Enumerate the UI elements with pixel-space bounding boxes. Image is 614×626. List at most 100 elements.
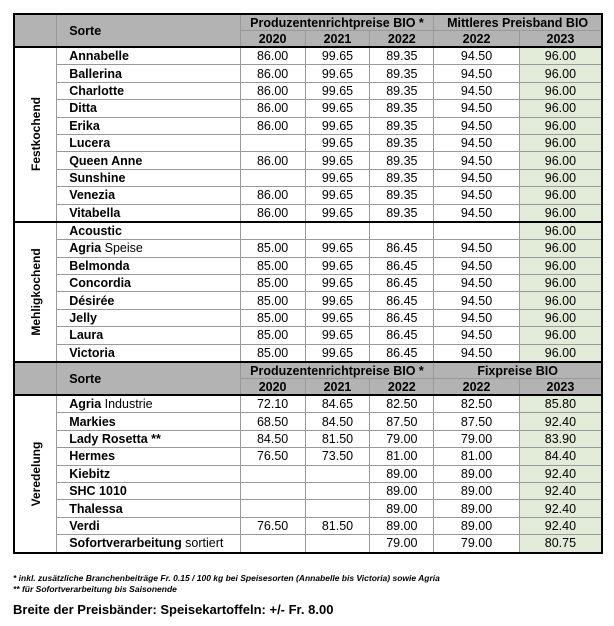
price-table: Sorte Produzentenrichtpreise BIO * Mittl… <box>13 13 604 554</box>
price-cell: 82.50 <box>433 394 520 414</box>
variety-name-bold: Sofortverarbeitung <box>69 536 182 551</box>
header-year: 2022 <box>369 30 435 48</box>
variety-suffix: Industrie <box>101 397 153 412</box>
price-cell: 94.50 <box>433 343 520 363</box>
table-row: Mehligkochend Acoustic 96.00 <box>13 220 603 363</box>
price-cell: 85.00 <box>239 326 306 345</box>
price-cell: 89.00 <box>433 481 520 501</box>
footnote-2: ** für Sofortverarbeitung bis Saisonende <box>13 584 177 594</box>
price-cell: 96.00 <box>518 116 603 135</box>
price-cell: 96.00 <box>518 46 603 66</box>
header-year: 2021 <box>304 378 371 397</box>
table-row: Hermes 76.50 73.50 81.00 81.00 84.40 <box>14 447 603 466</box>
variety-name-bold: Acoustic <box>69 224 122 239</box>
price-cell: 96.00 <box>518 343 603 363</box>
price-cell: 89.00 <box>433 464 520 483</box>
variety-name-bold: Venezia <box>69 188 116 203</box>
variety-name-bold: Concordia <box>69 276 131 291</box>
variety-name-bold: Erika <box>69 118 100 133</box>
price-cell: 94.50 <box>433 133 520 153</box>
variety-name-bold: Lucera <box>69 136 111 151</box>
section-label: Festkochend <box>13 46 58 223</box>
variety-name: Acoustic <box>56 220 241 241</box>
price-cell: 86.45 <box>369 326 435 345</box>
section-label-text: Mehligkochend <box>28 248 43 336</box>
price-cell: 79.00 <box>433 429 520 449</box>
price-cell: 89.00 <box>433 516 520 536</box>
table-row: Ditta 86.00 99.65 89.35 94.50 96.00 <box>14 99 603 118</box>
price-cell: 99.65 <box>304 326 371 345</box>
variety-name: Concordia <box>56 274 241 293</box>
price-cell: 84.50 <box>304 412 371 431</box>
variety-name: Victoria <box>56 343 241 363</box>
header-group-a: Produzentenrichtpreise BIO * <box>239 361 435 380</box>
price-cell: 96.00 <box>518 256 603 276</box>
header-year: 2022 <box>433 378 520 397</box>
price-cell: 99.65 <box>304 256 371 276</box>
price-cell: 94.50 <box>433 308 520 328</box>
variety-name: Belmonda <box>56 256 241 276</box>
footnote-1: * inkl. zusätzliche Branchenbeiträge Fr.… <box>13 573 440 583</box>
price-cell: 79.00 <box>369 429 435 449</box>
header-years-row: 2020 2021 2022 2022 2023 <box>14 30 603 48</box>
header-group-a: Produzentenrichtpreise BIO * <box>239 13 435 31</box>
table-row: Sofortverarbeitung sortiert 79.00 79.00 80.… <box>14 534 603 554</box>
price-cell: 89.00 <box>433 499 520 518</box>
header-year: 2021 <box>304 30 371 48</box>
price-cell: 94.50 <box>433 326 520 345</box>
price-cell: 86.45 <box>369 239 435 258</box>
price-cell: 89.00 <box>369 499 435 518</box>
price-cell: 96.00 <box>518 291 603 310</box>
price-cell <box>433 220 520 241</box>
price-cell: 99.65 <box>304 151 371 170</box>
price-cell: 86.45 <box>369 343 435 363</box>
header-group-b: Mittleres Preisband BIO <box>433 13 604 31</box>
price-cell: 76.50 <box>239 447 306 466</box>
price-cell: 86.00 <box>239 81 306 101</box>
table-row: Agria Speise 85.00 99.65 86.45 94.50 96.00 <box>14 239 603 258</box>
price-cell: 99.65 <box>304 46 371 66</box>
table-row: Erika 86.00 99.65 89.35 94.50 96.00 <box>14 116 603 135</box>
variety-name: Markies <box>56 412 241 431</box>
price-cell: 84.65 <box>304 394 371 414</box>
table-row: Laura 85.00 99.65 86.45 94.50 96.00 <box>14 326 603 345</box>
price-cell: 94.50 <box>433 81 520 101</box>
price-cell: 89.00 <box>369 481 435 501</box>
price-cell <box>369 220 435 241</box>
price-band-note: Breite der Preisbänder: Speisekartoffeln… <box>13 602 334 617</box>
price-cell: 96.00 <box>518 274 603 293</box>
price-cell: 79.00 <box>433 534 520 554</box>
price-cell <box>304 534 371 554</box>
table-row: Festkochend Annabelle 86.00 99.65 89.35 94.50… <box>13 46 603 223</box>
header-blank <box>13 361 58 397</box>
price-cell <box>304 499 371 518</box>
header-years-row: 2020 2021 2022 2022 2023 <box>14 378 603 397</box>
price-cell <box>304 464 371 483</box>
variety-name: Kiebitz <box>56 464 241 483</box>
variety-name-bold: Vitabella <box>69 205 121 220</box>
header-year: 2023 <box>518 30 603 48</box>
variety-name: Lucera <box>56 133 241 153</box>
variety-name: Sunshine <box>56 168 241 188</box>
price-cell: 94.50 <box>433 168 520 188</box>
price-cell: 99.65 <box>304 99 371 118</box>
table-row: Ballerina 86.00 99.65 89.35 94.50 96.00 <box>14 64 603 83</box>
price-cell: 86.00 <box>239 99 306 118</box>
price-cell: 85.80 <box>518 394 603 414</box>
variety-name-bold: Thalessa <box>69 501 123 516</box>
variety-name-bold: Agria <box>69 241 102 256</box>
variety-name: Agria Speise <box>56 239 241 258</box>
price-cell: 79.00 <box>369 534 435 554</box>
variety-name: Erika <box>56 116 241 135</box>
price-cell: 96.00 <box>518 151 603 170</box>
price-cell: 92.40 <box>518 481 603 501</box>
price-cell: 86.00 <box>239 186 306 205</box>
price-cell <box>304 220 371 241</box>
price-cell: 85.00 <box>239 274 306 293</box>
price-cell: 84.40 <box>518 447 603 466</box>
table-row: Charlotte 86.00 99.65 89.35 94.50 96.00 <box>14 81 603 101</box>
variety-name-bold: Ditta <box>69 101 97 116</box>
price-cell: 86.45 <box>369 308 435 328</box>
price-cell: 86.45 <box>369 291 435 310</box>
price-cell: 86.00 <box>239 116 306 135</box>
